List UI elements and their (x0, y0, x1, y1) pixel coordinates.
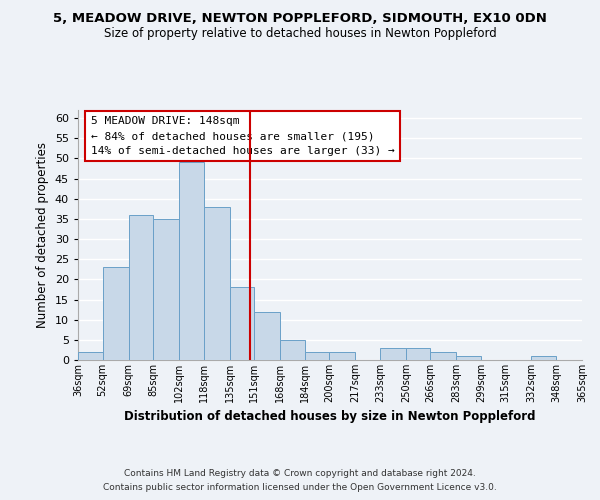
Bar (532, 356, 556, 360)
Bar (457, 356, 481, 360)
Bar (103, 268, 128, 360)
Bar (406, 348, 430, 360)
Bar (78, 352, 103, 360)
Y-axis label: Number of detached properties: Number of detached properties (36, 142, 49, 328)
Bar (230, 288, 254, 360)
Bar (254, 312, 280, 360)
Bar (280, 340, 305, 360)
Text: 5, MEADOW DRIVE, NEWTON POPPLEFORD, SIDMOUTH, EX10 0DN: 5, MEADOW DRIVE, NEWTON POPPLEFORD, SIDM… (53, 12, 547, 26)
Bar (179, 162, 203, 360)
Bar (329, 352, 355, 360)
Bar (305, 352, 329, 360)
Text: Size of property relative to detached houses in Newton Poppleford: Size of property relative to detached ho… (104, 28, 496, 40)
Bar (128, 215, 153, 360)
Bar (582, 356, 600, 360)
Bar (380, 348, 406, 360)
Text: 5 MEADOW DRIVE: 148sqm
← 84% of detached houses are smaller (195)
14% of semi-de: 5 MEADOW DRIVE: 148sqm ← 84% of detached… (91, 116, 394, 156)
Text: Contains public sector information licensed under the Open Government Licence v3: Contains public sector information licen… (103, 484, 497, 492)
Bar (203, 207, 230, 360)
Bar (153, 219, 179, 360)
Text: Contains HM Land Registry data © Crown copyright and database right 2024.: Contains HM Land Registry data © Crown c… (124, 468, 476, 477)
Bar (430, 352, 457, 360)
X-axis label: Distribution of detached houses by size in Newton Poppleford: Distribution of detached houses by size … (124, 410, 536, 424)
